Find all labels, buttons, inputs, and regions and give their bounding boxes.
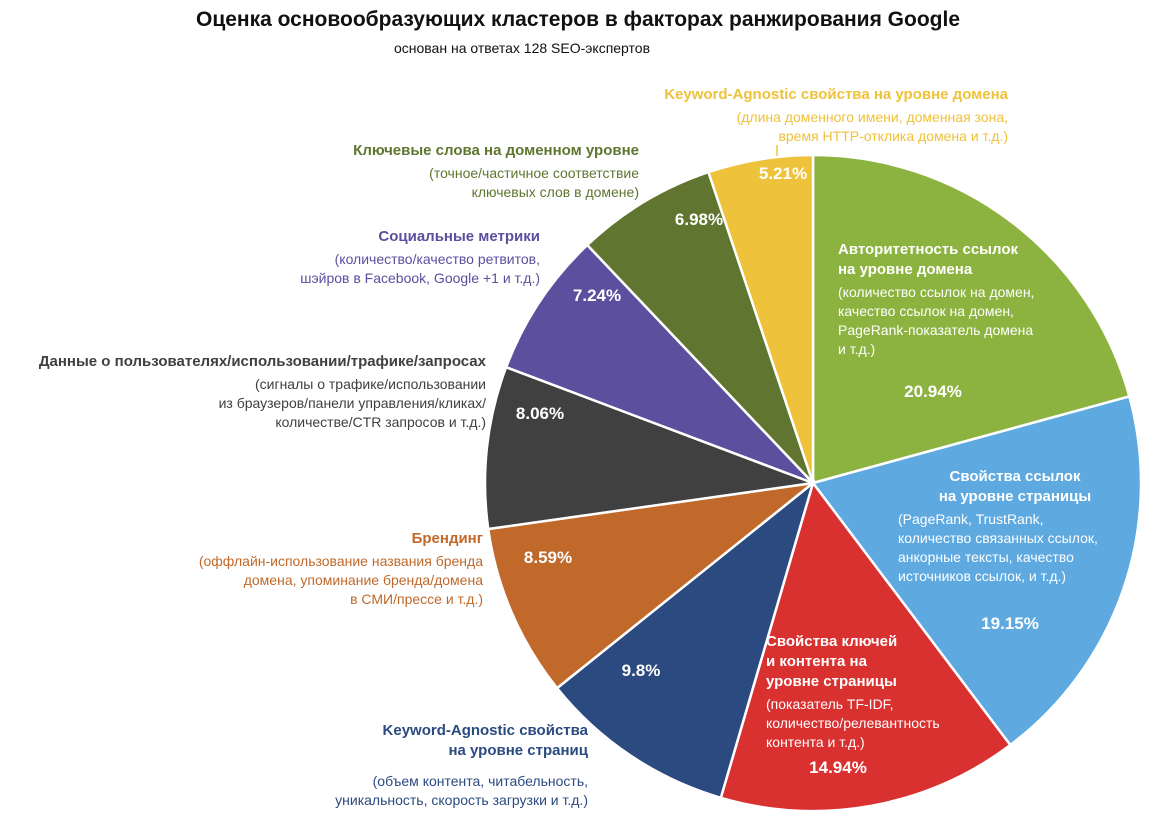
slice-description-label: ключевых слов в домене) (472, 184, 639, 200)
pie-slice (504, 243, 814, 485)
slice-description-label: (PageRank, TrustRank, (898, 511, 1044, 527)
chart-title: Оценка основообразующих кластеров в факт… (196, 8, 960, 31)
slice-description-label: уникальность, скорость загрузки и т.д.) (335, 792, 588, 808)
slice-name-label: Авторитетность ссылок (838, 241, 1018, 258)
slice-name-label: на уровне домена (838, 261, 973, 278)
slice-name-label: Свойства ссылок (950, 468, 1081, 485)
slice-name-label: на уровне страницы (939, 488, 1091, 505)
slice-percent-label: 8.59% (524, 548, 572, 567)
slice-description-label: (объем контента, читабельность, (373, 773, 588, 789)
slice-percent-label: 5.21% (759, 164, 807, 183)
slice-percent-label: 19.15% (981, 614, 1039, 633)
slice-name-label: Брендинг (412, 530, 483, 547)
slice-description-label: PageRank-показатель домена (838, 322, 1033, 338)
slice-name-label: Keyword-Agnostic свойства на уровне доме… (664, 86, 1008, 103)
slice-description-label: из браузеров/панели управления/кликах/ (219, 395, 487, 411)
slice-percent-label: 9.8% (622, 661, 661, 680)
pie-slices (483, 153, 1143, 813)
slice-percent-label: 6.98% (675, 210, 723, 229)
slice-name-label: Keyword-Agnostic свойства (383, 722, 589, 739)
slice-description-label: (количество ссылок на домен, (838, 284, 1034, 300)
slice-description-label: (длина доменного имени, доменная зона, (737, 109, 1008, 125)
slice-percent-label: 14.94% (809, 758, 867, 777)
pie-slice (810, 394, 1143, 747)
slice-name-label: Социальные метрики (378, 228, 540, 245)
slice-percent-label: 7.24% (573, 286, 621, 305)
slice-description-label: (сигналы о трафике/использовании (255, 376, 486, 392)
slice-description-label: домена, упоминание бренда/домена (244, 572, 483, 588)
slice-percent-label: 20.94% (904, 382, 962, 401)
pie-slice (483, 365, 814, 531)
slice-description-label: (точное/частичное соответствие (429, 165, 639, 181)
slice-description-label: и т.д.) (838, 341, 875, 357)
slice-name-label: и контента на (766, 653, 868, 670)
slice-description-label: (показатель TF-IDF, (766, 696, 894, 712)
slice-description-label: время HTTP-отклика домена и т.д.) (778, 128, 1008, 144)
slice-name-label: Ключевые слова на доменном уровне (353, 142, 639, 159)
pie-slice (811, 153, 1131, 485)
slice-name-label: Свойства ключей (766, 633, 897, 650)
slice-name-label: на уровне страниц (448, 742, 588, 759)
slice-description-label: анкорные тексты, качество (898, 549, 1074, 565)
slice-description-label: количество связанных ссылок, (898, 530, 1098, 546)
slice-description-label: шэйров в Facebook, Google +1 и т.д.) (300, 270, 540, 286)
slice-description-label: источников ссылок, и т.д.) (898, 568, 1066, 584)
pie-slice (706, 153, 815, 484)
pie-slice (585, 170, 815, 484)
slice-description-label: (оффлайн-использование названия бренда (199, 553, 483, 569)
slice-description-label: количестве/CTR запросов и т.д.) (275, 414, 486, 430)
slice-name-label: уровне страницы (766, 673, 897, 690)
slice-description-label: в СМИ/прессе и т.д.) (350, 591, 483, 607)
slice-description-label: (количество/качество ретвитов, (335, 251, 540, 267)
slice-description-label: качество ссылок на домен, (838, 303, 1014, 319)
slice-percent-label: 8.06% (516, 404, 564, 423)
pie-slice (719, 480, 1013, 813)
slice-description-label: контента и т.д.) (766, 734, 865, 750)
pie-slice (486, 481, 818, 690)
chart-subtitle: основан на ответах 128 SEO-экспертов (394, 40, 650, 56)
slice-name-label: Данные о пользователях/использовании/тра… (39, 353, 487, 370)
pie-slice (555, 479, 816, 800)
pie-labels: 20.94% Авторитетность ссылок на уровне дом… (39, 86, 1098, 808)
slice-description-label: количество/релевантность (766, 715, 940, 731)
